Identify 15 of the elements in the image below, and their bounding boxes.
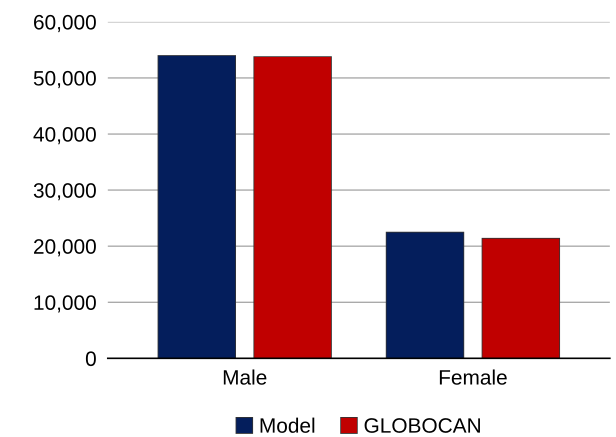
bar xyxy=(253,56,332,358)
bar xyxy=(386,232,464,358)
y-tick-label: 10,000 xyxy=(34,295,96,312)
y-tick-label: 0 xyxy=(86,351,96,366)
y-tick-label: 30,000 xyxy=(34,183,96,200)
bar xyxy=(482,238,560,358)
x-tick-label: Male xyxy=(224,369,266,385)
x-tick-label: Female xyxy=(440,369,507,385)
bar xyxy=(158,55,236,358)
legend-label: Model xyxy=(260,418,314,433)
y-tick-label: 60,000 xyxy=(34,14,96,32)
y-tick-label: 40,000 xyxy=(33,127,96,144)
y-tick-label: 50,000 xyxy=(34,70,96,88)
y-tick-label: 20,000 xyxy=(34,239,96,256)
legend-label: GLOBOCAN xyxy=(364,418,480,433)
